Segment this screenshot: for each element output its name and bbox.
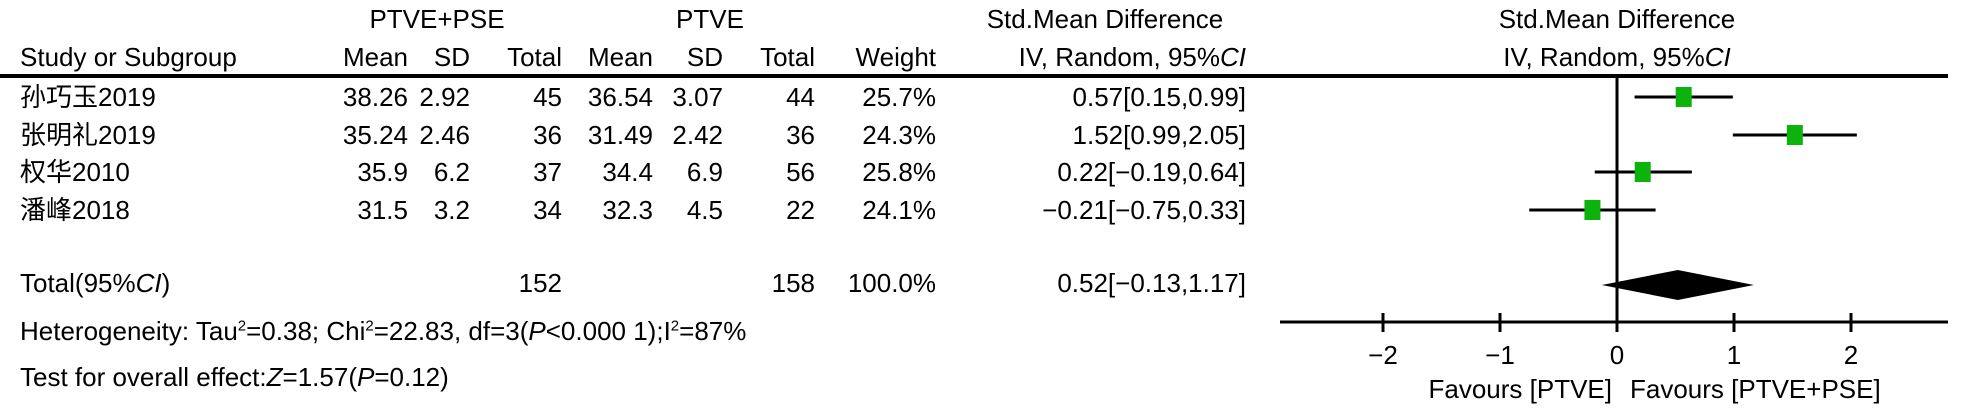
p-symbol: P [356,362,375,392]
het-part: Heterogeneity: Tau [20,316,238,346]
mean1-cell: 31.5 [357,195,408,225]
axis-tick-label: −2 [1368,340,1398,370]
total2-cell: 22 [786,195,815,225]
weight-cell: 24.1% [862,195,936,225]
effect-part: Test for overall effect: [20,362,267,392]
smd-header-plot-column: Std.Mean Difference [1498,4,1736,34]
total1-cell: 45 [533,82,562,112]
ci-cell: 0.22[−0.19,0.64] [1057,157,1246,187]
column-header-iv-ci-plot: IV, Random, 95%CI [1462,42,1772,72]
ci-cell: −0.21[−0.75,0.33] [1042,195,1246,225]
axis-tick-label: −1 [1485,340,1515,370]
column-header-iv-ci-text: IV, Random, 95%CI [926,42,1246,72]
iv-header-prefix: IV, Random, 95% [1018,42,1220,72]
effect-part: =1.57( [282,362,357,392]
weight-cell: 24.3% [862,120,936,150]
total2-cell: 44 [786,82,815,112]
total-ci-cell: 0.52[−0.13,1.17] [1057,268,1246,298]
effect-part: =0.12) [374,362,449,392]
heterogeneity-text: Heterogeneity: Tau2=0.38; Chi2=22.83, df… [20,316,746,346]
sd2-cell: 6.9 [686,157,723,187]
sd2-cell: 4.5 [686,195,723,225]
het-part: =22.83, df=3( [373,316,529,346]
axis-tick-label: 2 [1844,340,1858,370]
study-label: 孙巧玉2019 [20,82,156,112]
total-label: Total(95%CI) [20,268,170,298]
group1-header: PTVE+PSE [369,4,505,34]
mean1-cell: 38.26 [342,82,408,112]
sd2-cell: 3.07 [672,82,723,112]
ci-cell: 1.52[0.99,2.05] [1072,120,1246,150]
column-header-mean1: Mean [342,42,408,72]
study-label: 潘峰2018 [20,195,130,225]
weight-sum-cell: 100.0% [847,268,936,298]
favours-left-label: Favours [PTVE] [1428,374,1613,404]
mean1-cell: 35.24 [342,120,408,150]
column-header-sd1: SD [433,42,470,72]
group2-header: PTVE [676,4,744,34]
sd1-cell: 3.2 [433,195,470,225]
total-label-ci: CI [135,268,162,298]
het-part: =0.38; Chi [246,316,366,346]
effect-square [1634,162,1651,182]
total-diamond [1601,270,1754,300]
sd1-cell: 2.92 [419,82,470,112]
total-label-prefix: Total(95% [20,268,136,298]
smd-header-text-column: Std.Mean Difference [986,4,1224,34]
total1-cell: 37 [533,157,562,187]
het-sup: 2 [670,317,680,335]
total2-sum-cell: 158 [771,268,815,298]
iv-header-ci: CI [1704,42,1731,72]
total1-sum-cell: 152 [518,268,562,298]
weight-cell: 25.8% [862,157,936,187]
z-symbol: Z [266,362,283,392]
axis-tick-label: 0 [1610,340,1624,370]
sd1-cell: 6.2 [433,157,470,187]
effect-square [1675,87,1692,107]
mean2-cell: 36.54 [587,82,653,112]
column-header-total1: Total [507,42,562,72]
sd1-cell: 2.46 [419,120,470,150]
mean2-cell: 31.49 [587,120,653,150]
total2-cell: 36 [786,120,815,150]
column-header-weight: Weight [855,42,936,72]
het-part: <0.000 1);I [545,316,671,346]
effect-square [1786,125,1803,145]
mean2-cell: 32.3 [602,195,653,225]
iv-header-ci: CI [1220,42,1246,72]
iv-header-prefix: IV, Random, 95% [1503,42,1705,72]
total2-cell: 56 [786,157,815,187]
header-underline [0,74,1948,78]
column-header-sd2: SD [686,42,723,72]
ci-cell: 0.57[0.15,0.99] [1072,82,1246,112]
weight-cell: 25.7% [862,82,936,112]
mean1-cell: 35.9 [357,157,408,187]
total1-cell: 34 [533,195,562,225]
het-p-symbol: P [528,316,546,346]
mean2-cell: 34.4 [602,157,653,187]
axis-tick-label: 1 [1727,340,1741,370]
effect-square [1584,200,1601,220]
het-part: =87% [679,316,747,346]
column-header-mean2: Mean [587,42,653,72]
total1-cell: 36 [533,120,562,150]
het-sup: 2 [365,317,374,335]
column-header-total2: Total [760,42,815,72]
study-label: 权华2010 [20,157,130,187]
overall-effect-text: Test for overall effect:Z=1.57(P=0.12) [20,362,449,392]
sd2-cell: 2.42 [672,120,723,150]
study-label: 张明礼2019 [20,120,156,150]
total-label-suffix: ) [161,268,171,298]
het-sup: 2 [237,317,247,335]
favours-right-label: Favours [PTVE+PSE] [1630,374,1881,404]
column-header-study: Study or Subgroup [20,42,237,72]
